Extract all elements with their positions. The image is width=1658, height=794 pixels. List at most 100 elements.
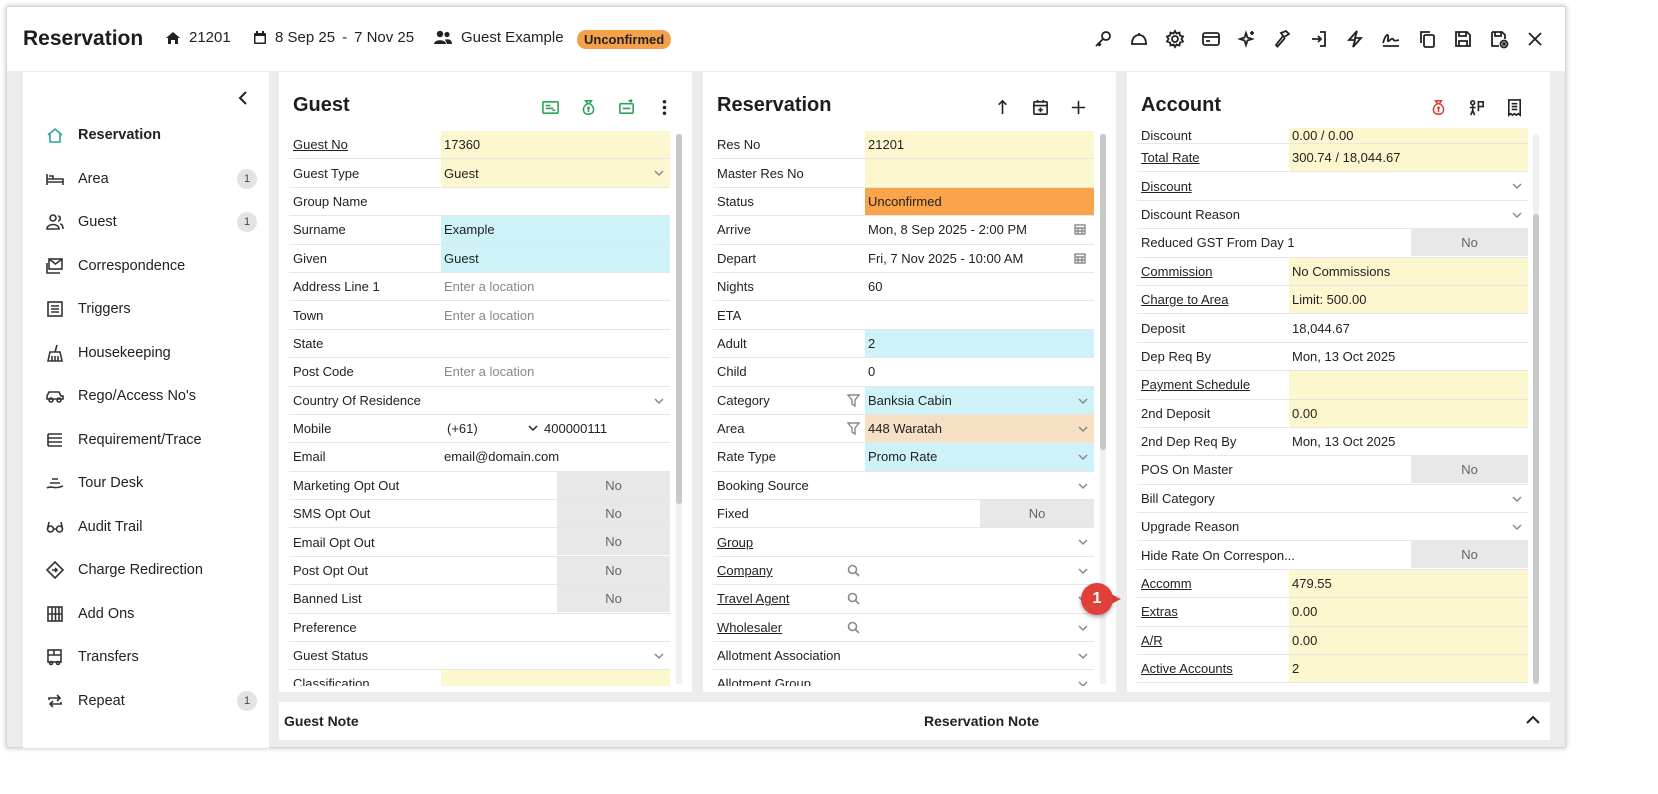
post-opt-out-toggle[interactable]: No: [557, 556, 670, 584]
sms-opt-out-toggle[interactable]: No: [557, 500, 670, 528]
field-label[interactable]: Payment Schedule: [1141, 377, 1251, 393]
state-input[interactable]: [441, 330, 670, 357]
res-no-value[interactable]: 21201: [865, 131, 1094, 159]
company-select[interactable]: [847, 557, 1094, 584]
search-icon[interactable]: [847, 592, 860, 608]
sidebar-item-tour-desk[interactable]: Tour Desk: [45, 470, 257, 496]
booking-source-select[interactable]: [865, 472, 1094, 499]
discount-reason-select[interactable]: [1289, 201, 1528, 228]
collapse-sidebar-button[interactable]: [237, 90, 249, 111]
discount-select[interactable]: [1289, 172, 1528, 199]
group-select[interactable]: [865, 528, 1094, 555]
guest-no-value[interactable]: 17360: [441, 131, 670, 159]
key-icon[interactable]: [1091, 27, 1115, 51]
sidebar-item-area[interactable]: Area 1: [45, 166, 257, 192]
post-code-input[interactable]: Enter a location: [444, 364, 535, 380]
chevron-up-icon[interactable]: [1526, 713, 1540, 729]
reduced-gst-toggle[interactable]: No: [1411, 229, 1528, 257]
filter-icon[interactable]: [846, 393, 861, 410]
given-input[interactable]: Guest: [441, 244, 670, 272]
marketing-opt-out-toggle[interactable]: No: [557, 471, 670, 499]
card-icon[interactable]: [1199, 27, 1223, 51]
payment-schedule-value[interactable]: [1289, 371, 1528, 399]
sidebar-item-correspondence[interactable]: Correspondence: [45, 253, 257, 279]
field-label[interactable]: Extras: [1141, 604, 1178, 620]
sidebar-item-guest[interactable]: Guest 1: [45, 209, 257, 235]
sidebar-item-charge-redirection[interactable]: Charge Redirection: [45, 557, 257, 583]
more-vertical-icon[interactable]: [653, 96, 675, 118]
banned-list-toggle[interactable]: No: [557, 585, 670, 613]
dep-req-by-value[interactable]: Mon, 13 Oct 2025: [1292, 348, 1396, 364]
child-input[interactable]: 0: [868, 364, 876, 380]
bell-icon[interactable]: [1127, 27, 1151, 51]
close-icon[interactable]: [1523, 27, 1547, 51]
plus-icon[interactable]: [1067, 96, 1089, 118]
surname-input[interactable]: Example: [441, 216, 670, 244]
ar-value[interactable]: 0.00: [1289, 626, 1528, 655]
scrollbar-thumb[interactable]: [1100, 134, 1106, 450]
receipt-icon[interactable]: [1503, 96, 1525, 118]
chevron-down-icon[interactable]: [528, 421, 542, 436]
field-label[interactable]: Charge to Area: [1141, 292, 1229, 308]
wholesaler-select[interactable]: [847, 614, 1094, 641]
pos-on-master-toggle[interactable]: No: [1411, 456, 1528, 484]
guest-name[interactable]: Guest Example: [461, 29, 564, 46]
hammer-icon[interactable]: [1271, 27, 1295, 51]
sidebar-item-rego[interactable]: Rego/Access No's: [45, 383, 257, 409]
guest-status-select[interactable]: [441, 642, 670, 669]
field-label[interactable]: Active Accounts: [1141, 661, 1233, 677]
field-label[interactable]: Accomm: [1141, 576, 1192, 592]
email-input[interactable]: email@domain.com: [444, 449, 560, 465]
accomm-value[interactable]: 479.55: [1289, 569, 1528, 598]
preference-input[interactable]: [441, 614, 670, 641]
guest-scrollbar[interactable]: [676, 134, 682, 684]
signature-icon[interactable]: [1379, 27, 1403, 51]
filter-icon[interactable]: [846, 422, 861, 438]
field-label[interactable]: Total Rate: [1141, 150, 1200, 166]
reservation-scrollbar[interactable]: [1100, 134, 1106, 684]
town-input[interactable]: Enter a location: [444, 307, 535, 323]
sign-in-icon[interactable]: [1307, 27, 1331, 51]
copy-icon[interactable]: [1415, 27, 1439, 51]
reservation-note-tab[interactable]: Reservation Note: [924, 713, 1040, 729]
nights-input[interactable]: 60: [868, 279, 883, 295]
field-label[interactable]: Guest No: [293, 137, 348, 153]
sidebar-item-reservation[interactable]: Reservation: [45, 122, 257, 148]
id-card-icon[interactable]: [539, 96, 561, 118]
eta-input[interactable]: [865, 301, 1094, 328]
arrive-input[interactable]: Mon, 8 Sep 2025 - 2:00 PM: [865, 216, 1094, 243]
gear-icon[interactable]: [1163, 27, 1187, 51]
commission-value[interactable]: No Commissions: [1289, 257, 1528, 285]
person-flag-icon[interactable]: [1465, 96, 1487, 118]
money-bag-icon[interactable]: [577, 96, 599, 118]
field-label[interactable]: Wholesaler: [717, 619, 783, 635]
mobile-input[interactable]: (+61) 400000111: [441, 415, 670, 442]
email-opt-out-toggle[interactable]: No: [557, 528, 670, 556]
allotment-association-select[interactable]: [865, 642, 1094, 669]
active-accounts-value[interactable]: 2: [1289, 655, 1528, 683]
category-select[interactable]: Banksia Cabin: [846, 386, 1094, 414]
area-select[interactable]: 448 Waratah: [846, 414, 1094, 443]
scrollbar-thumb[interactable]: [1533, 214, 1539, 684]
scrollbar-thumb[interactable]: [676, 134, 682, 504]
calendar-icon[interactable]: [1074, 252, 1086, 267]
field-label[interactable]: Company: [717, 563, 773, 579]
mobile-number-value[interactable]: 400000111: [544, 421, 608, 437]
country-select[interactable]: [441, 387, 670, 414]
country-code-value[interactable]: (+61): [447, 421, 478, 437]
calendar-icon[interactable]: [1074, 223, 1086, 238]
status-value[interactable]: Unconfirmed: [865, 187, 1094, 216]
field-label[interactable]: Group: [717, 534, 754, 550]
deposit-value[interactable]: 18,044.67: [1292, 320, 1350, 336]
hide-rate-toggle[interactable]: No: [1411, 541, 1528, 569]
save-icon[interactable]: [1451, 27, 1475, 51]
field-label[interactable]: A/R: [1141, 632, 1163, 648]
account-scrollbar[interactable]: [1533, 134, 1539, 684]
field-label[interactable]: Commission: [1141, 263, 1213, 279]
extras-value[interactable]: 0.00: [1289, 598, 1528, 626]
second-dep-req-by-value[interactable]: Mon, 13 Oct 2025: [1292, 434, 1396, 450]
money-bag-icon[interactable]: [1427, 96, 1449, 118]
save-close-icon[interactable]: [1487, 27, 1511, 51]
sidebar-item-housekeeping[interactable]: Housekeeping: [45, 340, 257, 366]
sidebar-item-add-ons[interactable]: Add Ons: [45, 601, 257, 627]
